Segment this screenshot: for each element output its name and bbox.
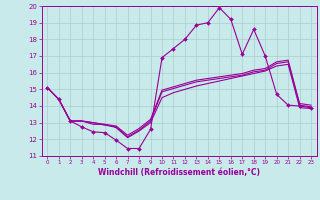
X-axis label: Windchill (Refroidissement éolien,°C): Windchill (Refroidissement éolien,°C) [98, 168, 260, 177]
